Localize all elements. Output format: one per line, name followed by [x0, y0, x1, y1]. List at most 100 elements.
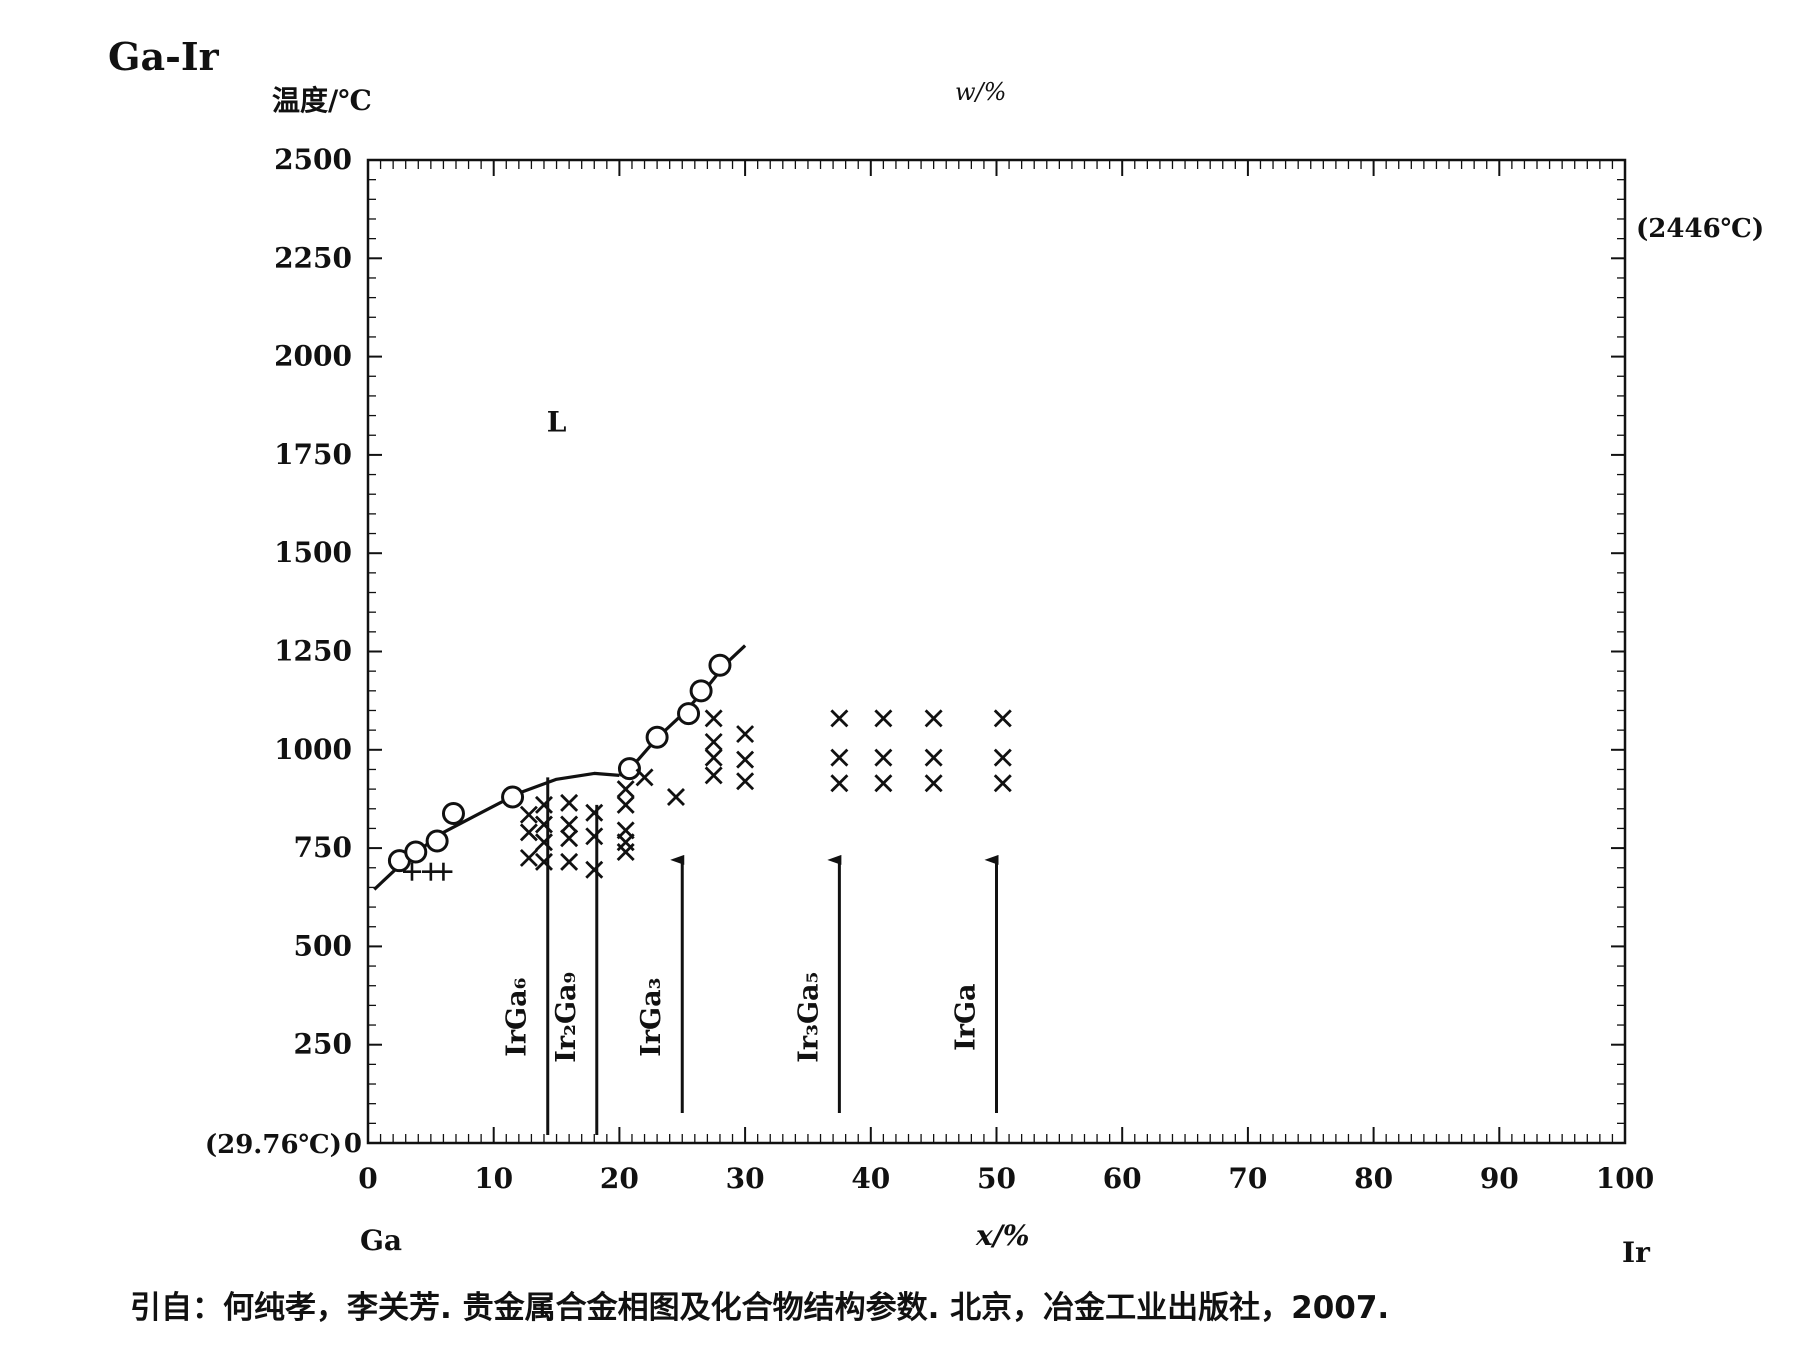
y-tick-label: 2000 — [274, 340, 352, 373]
x-tick-label: 90 — [1480, 1162, 1519, 1195]
cross-stroke — [736, 725, 755, 744]
cross-point — [519, 848, 538, 867]
cross-point — [534, 795, 553, 814]
y-min-note: (29.76℃) — [205, 1130, 342, 1160]
cross-stroke — [993, 709, 1012, 728]
compound-label: IrGa₆ — [502, 978, 533, 1057]
cross-stroke — [519, 823, 538, 842]
circle-point — [677, 702, 701, 726]
cross-point — [830, 709, 849, 728]
right-element-label: Ir — [1622, 1236, 1651, 1269]
top-axis-label: w/% — [955, 78, 1006, 106]
x-tick-label: 40 — [851, 1162, 890, 1195]
cross-stroke — [924, 774, 943, 793]
circle-point — [425, 829, 449, 853]
cross-stroke — [519, 805, 538, 824]
cross-point — [704, 748, 723, 767]
liquidus-curve — [373, 644, 747, 891]
cross-point — [874, 709, 893, 728]
cross-stroke — [993, 748, 1012, 767]
cross-stroke — [534, 833, 553, 852]
cross-point — [704, 709, 723, 728]
cross-point — [993, 709, 1012, 728]
cross-stroke — [616, 843, 635, 862]
x-tick-label: 0 — [358, 1162, 377, 1195]
y-tick-label: 1750 — [274, 438, 352, 471]
cross-stroke — [616, 795, 635, 814]
cross-stroke — [585, 860, 604, 879]
cross-stroke — [874, 774, 893, 793]
circle-point — [441, 801, 465, 825]
y-tick-label: 2500 — [274, 143, 352, 176]
x-tick-label: 20 — [600, 1162, 639, 1195]
circle-point — [617, 757, 641, 781]
cross-point — [616, 795, 635, 814]
compound-label: IrGa — [951, 983, 982, 1050]
cross-stroke — [704, 732, 723, 751]
cross-point — [704, 732, 723, 751]
plus-point — [402, 862, 421, 881]
x-tick-label: 100 — [1596, 1162, 1654, 1195]
cross-point — [736, 725, 755, 744]
plus-point — [434, 862, 453, 881]
cross-stroke — [560, 793, 579, 812]
y-tick-labels: 0 250 500 750 1000 1250 1500 1750 2000 2250 2500 — [274, 143, 362, 1159]
y-tick-label: 500 — [294, 929, 352, 962]
cross-stroke — [534, 815, 553, 834]
cross-point — [585, 860, 604, 879]
cross-stroke — [560, 852, 579, 871]
circle-point — [501, 785, 525, 809]
ir-melting-note: (2446℃) — [1636, 214, 1764, 244]
cross-stroke — [560, 829, 579, 848]
x-tick-label: 80 — [1354, 1162, 1393, 1195]
cross-stroke — [534, 852, 553, 871]
cross-stroke — [924, 709, 943, 728]
region-label: L — [547, 405, 567, 438]
cross-stroke — [924, 748, 943, 767]
cross-stroke — [585, 803, 604, 822]
x-tick-labels: 0 10 20 30 40 50 60 70 80 90 100 — [358, 1162, 1654, 1195]
x-tick-label: 50 — [977, 1162, 1016, 1195]
y-tick-label: 0 — [344, 1129, 362, 1159]
cross-point — [874, 774, 893, 793]
cross-point — [560, 829, 579, 848]
cross-point — [830, 748, 849, 767]
cross-point — [736, 750, 755, 769]
compound-label: Ir₃Ga₅ — [793, 972, 824, 1063]
cross-stroke — [874, 748, 893, 767]
cross-point — [666, 787, 685, 806]
cross-stroke — [736, 750, 755, 769]
compound-label: IrGa₃ — [636, 978, 667, 1057]
cross-stroke — [704, 709, 723, 728]
cross-stroke — [993, 774, 1012, 793]
cross-stroke — [560, 815, 579, 834]
y-tick-label: 1500 — [274, 536, 352, 569]
compound-markers: IrGa₆ Ir₂Ga₉ IrGa₃ Ir₃Ga₅ IrGa — [502, 777, 999, 1135]
cross-point — [560, 793, 579, 812]
cross-point — [560, 852, 579, 871]
x-tick-label: 10 — [474, 1162, 513, 1195]
cross-point — [519, 823, 538, 842]
cross-stroke — [585, 827, 604, 846]
cross-point — [736, 772, 755, 791]
cross-point — [924, 709, 943, 728]
cross-point — [585, 803, 604, 822]
cross-point — [874, 748, 893, 767]
cross-point — [830, 774, 849, 793]
cross-stroke — [704, 766, 723, 785]
cross-stroke — [736, 772, 755, 791]
y-tick-label: 250 — [294, 1028, 352, 1061]
cross-point — [534, 852, 553, 871]
tick-marks — [367, 159, 1626, 1144]
cross-stroke — [830, 709, 849, 728]
cross-stroke — [830, 748, 849, 767]
cross-point — [616, 780, 635, 799]
citation: 引自：何纯孝，李关芳. 贵金属合金相图及化合物结构参数. 北京，冶金工业出版社，… — [130, 1290, 1389, 1326]
left-element-label: Ga — [360, 1224, 402, 1257]
cross-point — [616, 843, 635, 862]
cross-point — [519, 805, 538, 824]
cross-stroke — [616, 780, 635, 799]
x-tick-label: 30 — [726, 1162, 765, 1195]
y-tick-label: 1000 — [274, 733, 352, 766]
cross-stroke — [830, 774, 849, 793]
